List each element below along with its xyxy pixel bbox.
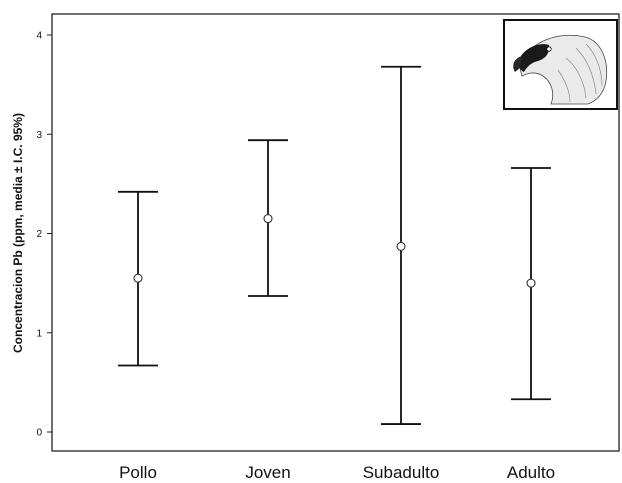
y-tick-label: 3 [36,130,42,141]
mean-marker [396,241,406,251]
y-axis-ticks: 0 1 2 3 4 [36,31,52,439]
y-axis-title: Concentracion Pb (ppm, media ± I.C. 95%) [11,113,25,353]
x-category-label: Joven [245,463,290,482]
category-labels: Pollo Joven Subadulto Adulto [119,463,555,482]
vulture-head-icon [503,19,618,110]
x-category-label: Pollo [119,463,157,482]
mean-marker [526,278,536,288]
y-tick-label: 4 [36,31,42,42]
x-category-label: Adulto [507,463,555,482]
y-tick-label: 0 [36,428,42,439]
y-tick-label: 2 [36,229,42,240]
x-category-label: Subadulto [363,463,440,482]
y-tick-label: 1 [36,328,42,339]
plot-frame [51,13,620,452]
error-bars [118,65,551,425]
mean-marker [133,273,143,283]
mean-marker [263,214,273,224]
